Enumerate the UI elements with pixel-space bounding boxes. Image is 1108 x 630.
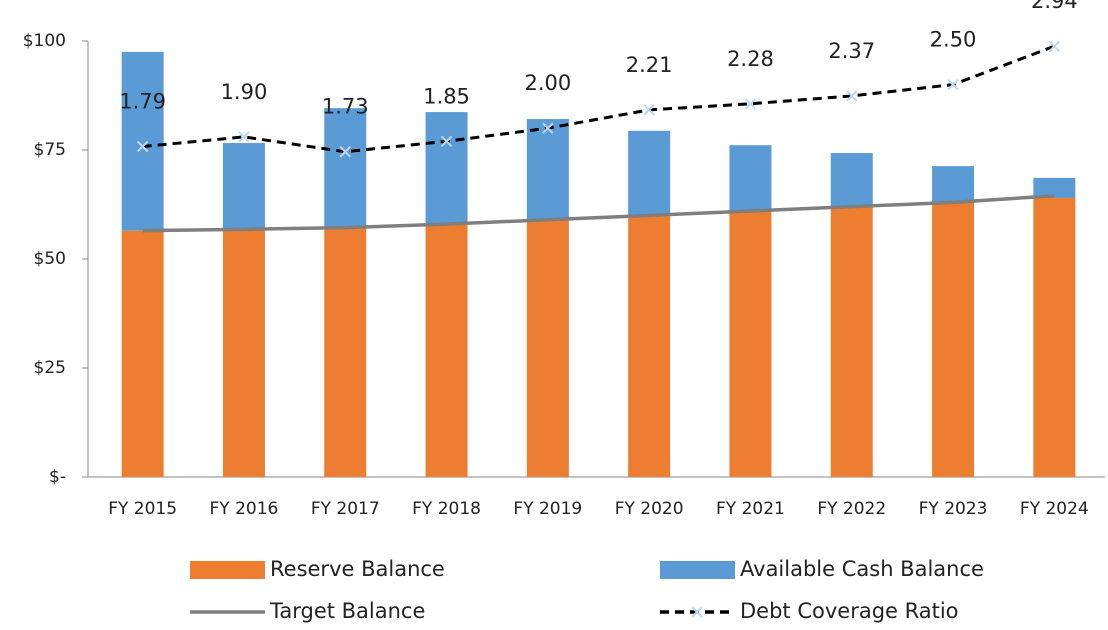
bar [121, 230, 164, 477]
bar [121, 51, 164, 231]
bar [932, 202, 975, 477]
data-label: 2.00 [524, 71, 571, 95]
legend-label: Available Cash Balance [740, 557, 984, 581]
bar [526, 219, 569, 477]
bar [729, 145, 772, 212]
bar [1033, 177, 1076, 198]
y-tick-label: $50 [34, 249, 66, 269]
x-tick-label: FY 2015 [108, 499, 177, 519]
x-tick-label: FY 2023 [919, 499, 988, 519]
marker [1048, 40, 1061, 52]
x-tick-label: FY 2020 [615, 499, 684, 519]
bar [628, 215, 671, 477]
y-tick-label: $- [49, 467, 66, 487]
x-tick-label: FY 2017 [311, 499, 380, 519]
bar [729, 211, 772, 478]
bar [425, 224, 468, 477]
bar [1033, 197, 1076, 477]
x-tick-label: FY 2024 [1020, 499, 1089, 519]
data-label: 2.28 [727, 47, 774, 71]
data-label: 2.94 [1031, 0, 1078, 13]
data-label: 1.73 [322, 95, 369, 119]
line [142, 44, 1055, 154]
marker [238, 131, 250, 143]
data-label: 2.37 [828, 39, 875, 63]
data-label: 2.21 [626, 53, 673, 77]
bar [222, 229, 265, 477]
data-label: 1.90 [221, 80, 268, 104]
bar [526, 119, 569, 220]
y-tick-label: $25 [34, 358, 66, 378]
marker [542, 122, 554, 134]
legend-marker [691, 606, 703, 618]
marker [947, 78, 959, 91]
legend-swatch [660, 561, 735, 579]
y-tick-label: $100 [23, 31, 66, 51]
legend-label: Reserve Balance [270, 557, 445, 581]
bar [425, 112, 468, 225]
x-tick-label: FY 2016 [210, 499, 279, 519]
bar [830, 153, 873, 207]
bar [222, 143, 265, 230]
data-label: 1.79 [119, 90, 166, 114]
line [142, 194, 1055, 233]
y-tick-label: $75 [34, 140, 66, 160]
x-tick-label: FY 2021 [716, 499, 785, 519]
x-tick-label: FY 2022 [817, 499, 886, 519]
marker [744, 98, 757, 110]
marker [643, 104, 655, 116]
bar [932, 166, 975, 203]
bar [324, 227, 367, 477]
marker [846, 90, 858, 102]
marker [136, 140, 149, 153]
bar [628, 130, 671, 216]
data-label: 1.85 [423, 84, 470, 108]
bar [830, 206, 873, 477]
x-tick-label: FY 2018 [412, 499, 481, 519]
marker [339, 146, 351, 158]
bar [324, 108, 367, 228]
x-tick-label: FY 2019 [513, 499, 582, 519]
legend-swatch [190, 561, 265, 579]
legend-label: Target Balance [269, 599, 425, 623]
marker [440, 135, 453, 147]
data-label: 2.50 [930, 28, 977, 52]
legend-label: Debt Coverage Ratio [740, 599, 959, 623]
